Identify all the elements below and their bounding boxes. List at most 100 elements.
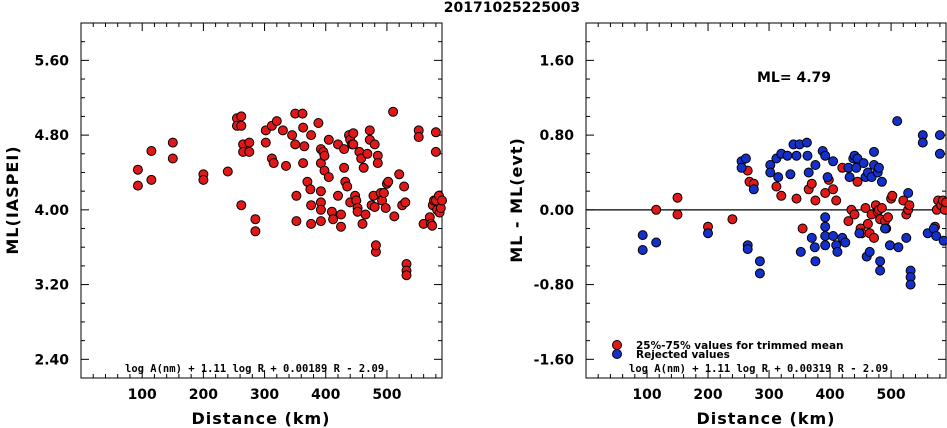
right-rejected-point [892,116,903,127]
right-y-tick-label: 0.80 [539,128,574,144]
right-x-axis-label: Distance (km) [697,409,836,428]
right-rejected-point [748,184,759,195]
left-data-point [323,172,334,183]
right-rejected-point [765,167,776,178]
right-axes: 100 200 300 400 500 -1.60 -0.80 0.00 0.80 1.60 [534,23,946,403]
right-rejected-point [782,150,793,161]
left-data-point [250,226,261,237]
right-rejected-point [822,172,833,183]
right-rejected-point [773,172,784,183]
right-rejected-point [754,256,765,267]
left-data-point [336,209,346,220]
right-data-point [887,190,898,201]
left-data-point [362,148,373,159]
right-rejected-point [637,245,648,255]
left-y-tick-label: 5.60 [34,53,69,69]
left-x-tick-label: 300 [250,387,279,403]
left-data-point [315,186,326,197]
chart-title: 20171025225003 [444,0,580,16]
right-data-point [806,178,817,189]
left-data-point [315,216,326,227]
legend-marker-accepted [612,340,622,350]
right-rejected-point [884,240,895,251]
right-rejected-point [828,156,839,167]
left-data-point [360,209,371,220]
left-data-point [313,118,324,128]
right-data-point [843,216,854,227]
right-data-point [828,184,839,195]
left-data-point [430,146,441,157]
left-data-point [268,158,279,169]
right-x-tick-label: 500 [876,387,905,403]
legend-label-rejected: Rejected values [636,349,730,361]
left-x-tick-label: 400 [311,387,340,403]
left-formula: log A(nm) + 1.11 log R + 0.00189 R - 2.0… [125,363,384,375]
right-rejected-point [810,160,821,170]
right-rejected-point [903,188,914,198]
left-data-point [380,203,391,213]
left-data-point [306,200,317,211]
left-data-point [370,240,381,251]
left-data-point [291,190,302,201]
right-rejected-point [802,150,813,161]
left-data-point [236,111,247,122]
left-data-point [291,216,302,227]
left-data-point [348,139,359,150]
right-rejected-point [809,242,820,253]
right-rejected-point [840,237,851,248]
left-data-point [437,195,447,206]
left-data-point [236,200,247,211]
left-axes: 100 200 300 400 500 2.40 3.20 4.00 4.80 5.60 [34,23,442,403]
left-data-point [290,139,301,150]
left-y-tick-label: 4.80 [34,128,69,144]
left-data-point [369,202,380,212]
left-data-point [339,162,350,173]
left-data-point [281,160,291,171]
right-data-point [727,214,738,225]
right-data-point [791,193,802,204]
left-x-tick-label: 500 [372,387,401,403]
left-y-tick-label: 3.20 [34,278,69,294]
right-data-point [883,212,893,223]
left-data-point [427,220,438,231]
right-data-point [831,195,842,206]
right-rejected-point [803,167,814,178]
right-rejected-point [869,146,879,157]
right-x-tick-label: 400 [815,387,844,403]
left-data-point [383,176,394,187]
left-data-point [372,158,383,169]
right-rejected-point [864,246,875,257]
left-x-tick-label: 100 [128,387,157,403]
right-y-tick-label: 1.60 [539,53,574,69]
left-data-point [297,108,308,119]
right-rejected-point [637,230,648,241]
left-data-point [389,211,400,222]
right-rejected-point [820,212,831,223]
left-data-point [401,270,412,281]
left-data-point [348,128,359,139]
right-rejected-point [785,169,796,180]
right-rejected-point [828,231,839,241]
left-data-point [413,132,424,142]
left-data-point [323,134,334,145]
left-data-point [132,180,143,191]
left-data-point [167,137,178,148]
right-data-point [904,200,915,211]
right-data-point [849,209,860,220]
right-rejected-point [754,268,765,279]
left-data-point [319,150,330,161]
left-y-tick-label: 2.40 [34,352,69,368]
left-data-point [299,141,310,152]
left-data-point [277,125,288,136]
right-data-point [869,232,879,243]
left-data-point [236,120,247,131]
right-points [637,116,947,290]
right-rejected-point [742,244,753,255]
right-x-tick-label: 200 [693,387,722,403]
right-x-tick-label: 100 [632,387,661,403]
right-rejected-point [703,228,713,239]
right-rejected-point [810,256,821,267]
right-formula: log A(nm) + 1.11 log R + 0.00319 R - 2.0… [629,363,888,375]
right-rejected-point [844,172,855,183]
